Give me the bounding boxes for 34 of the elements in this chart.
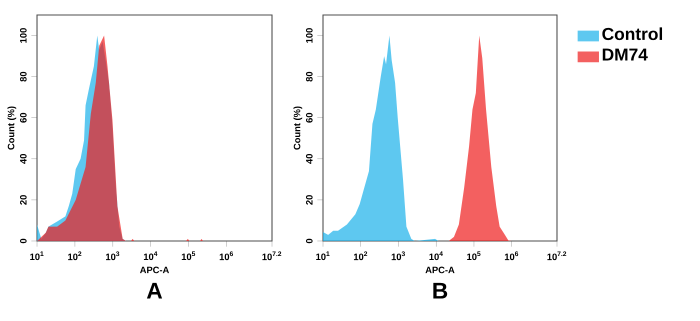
- text: B: [433, 282, 448, 298]
- x-tick-label: 10$^{3}$: [106, 251, 120, 260]
- x-tick-label: 10$^{4}$: [429, 251, 443, 260]
- x-tick-label: 10$^{3}$: [392, 251, 405, 260]
- x-tick-label: 10$^{1}$: [316, 251, 330, 260]
- x-tick-label: 10$^{2}$: [68, 251, 82, 260]
- y-axis-title: Count (%): [293, 106, 302, 150]
- x-axis-title: APC-A: [140, 266, 170, 274]
- x-tick-label: 10$^{5}$: [182, 251, 196, 260]
- y-tick-label: 0: [20, 238, 27, 244]
- legend-label: Control: [602, 27, 662, 40]
- y-axis-title: Count (%): [7, 106, 16, 150]
- y-tick-label: 20: [20, 195, 27, 205]
- x-tick-label: 10$^{5}$: [467, 251, 480, 260]
- y-tick-label: 100: [20, 28, 27, 43]
- y-tick-label: 80: [306, 72, 313, 82]
- y-tick-label: 60: [306, 112, 313, 123]
- y-tick-label: 20: [306, 195, 313, 205]
- x-tick-label: 10$^{6}$: [220, 251, 233, 260]
- text: A: [146, 282, 162, 298]
- x-tick-label: 10$^{1}$: [30, 251, 44, 260]
- y-tick-label: 40: [20, 154, 27, 164]
- y-tick-label: 60: [20, 112, 27, 123]
- legend-label: DM74: [602, 48, 648, 61]
- x-tick-label: 10$^{2}$: [354, 251, 368, 260]
- y-tick-label: 0: [306, 238, 313, 244]
- x-tick-label: 10$^{7.2}$: [547, 251, 566, 260]
- x-tick-label: 10$^{4}$: [144, 251, 158, 260]
- x-tick-label: 10$^{7.2}$: [262, 251, 282, 260]
- y-tick-label: 100: [306, 28, 313, 43]
- y-tick-label: 80: [20, 72, 27, 82]
- x-tick-label: 10$^{6}$: [504, 251, 518, 260]
- x-axis-title: APC-A: [425, 266, 455, 274]
- y-tick-label: 40: [306, 154, 313, 164]
